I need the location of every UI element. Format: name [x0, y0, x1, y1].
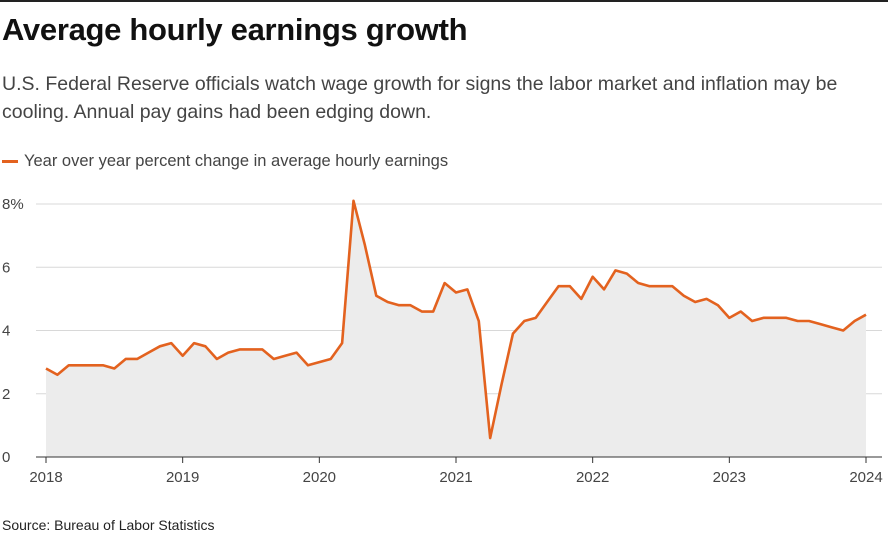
source-note: Source: Bureau of Labor Statistics	[2, 517, 215, 533]
x-axis-ticks: 2018 2019 2020 2021 2022 2023 2024	[29, 457, 883, 486]
chart-title: Average hourly earnings growth	[2, 12, 468, 47]
x-tick-label: 2022	[576, 469, 609, 486]
x-tick-label: 2023	[713, 469, 746, 486]
y-tick-label: 4	[2, 323, 10, 340]
legend-label: Year over year percent change in average…	[24, 152, 449, 170]
chart-legend: Year over year percent change in average…	[2, 152, 448, 171]
top-rule	[0, 0, 888, 2]
x-tick-label: 2020	[303, 469, 336, 486]
y-axis-ticks: 0 2 4 6 8%	[2, 196, 24, 466]
x-tick-label: 2021	[439, 469, 472, 486]
y-tick-label: 8%	[2, 196, 24, 213]
y-tick-label: 6	[2, 259, 10, 276]
series-area	[46, 200, 866, 457]
x-tick-label: 2018	[29, 469, 62, 486]
y-tick-label: 2	[2, 386, 10, 403]
y-tick-label: 0	[2, 449, 10, 466]
x-tick-label: 2019	[166, 469, 199, 486]
x-tick-label: 2024	[849, 469, 882, 486]
series-line	[45, 199, 867, 440]
legend-swatch	[2, 160, 18, 163]
chart-subtitle: U.S. Federal Reserve officials watch wag…	[2, 73, 838, 123]
